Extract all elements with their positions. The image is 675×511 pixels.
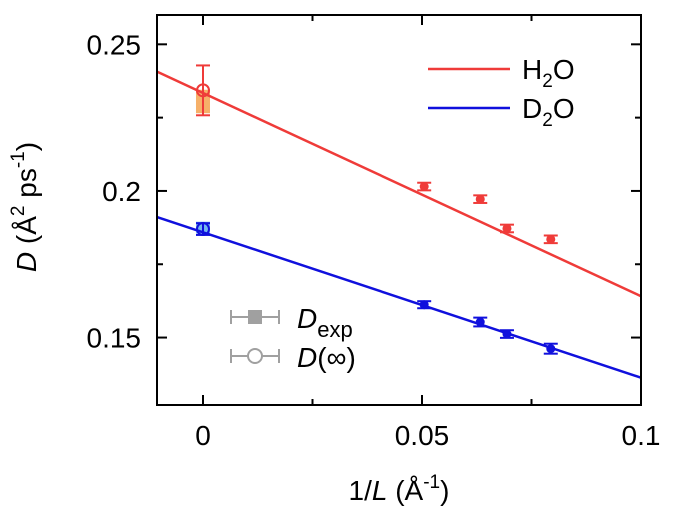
plot-frame bbox=[156, 14, 642, 406]
data-point-h2o bbox=[546, 234, 556, 244]
legend-dinf-suffix: (∞) bbox=[317, 342, 356, 373]
data-point-d2o bbox=[502, 329, 512, 339]
marker-legend: Dexp D(∞) bbox=[230, 303, 356, 373]
x-axis-unit-exponent: -1 bbox=[423, 472, 440, 493]
tick-labels: 0 0.05 0.1 0.15 0.2 0.25 bbox=[87, 29, 661, 451]
legend-dinf-label: D(∞) bbox=[297, 342, 356, 373]
extrapolated-points bbox=[195, 64, 210, 237]
data-point-h2o bbox=[502, 223, 512, 233]
extrapolated-point-h2o bbox=[195, 83, 210, 98]
legend-dexp-subscript: exp bbox=[317, 317, 352, 342]
y-axis-unit-exponent-2: -1 bbox=[8, 151, 29, 168]
x-tick-label: 0.1 bbox=[622, 420, 661, 451]
y-tick-label: 0.2 bbox=[102, 176, 141, 207]
x-axis-prefix: 1/ bbox=[349, 475, 373, 506]
legend-label-h2o-tail: O bbox=[553, 54, 575, 85]
y-axis-title: D (Å2 ps-1) bbox=[8, 142, 42, 272]
y-tick-label: 0.25 bbox=[87, 29, 142, 60]
y-axis-unit-open: (Å bbox=[11, 216, 42, 252]
data-point-d2o bbox=[419, 300, 429, 310]
data-point-h2o bbox=[419, 182, 429, 192]
y-axis-variable: D bbox=[11, 252, 42, 272]
y-axis-unit-close: ) bbox=[11, 142, 42, 151]
extrapolated-point-d2o bbox=[195, 222, 210, 237]
fit-line-d2o bbox=[156, 215, 642, 379]
fit-line-h2o bbox=[156, 70, 642, 298]
legend-entry-dinf: D(∞) bbox=[230, 342, 356, 373]
y-axis-unit-mid: ps bbox=[11, 168, 42, 205]
data-points bbox=[417, 181, 558, 355]
x-axis-variable: L bbox=[372, 475, 388, 506]
x-tick-label: 0 bbox=[195, 420, 211, 451]
legend-entry-d2o: D2O bbox=[428, 93, 575, 131]
series-legend: H2O D2O bbox=[428, 54, 575, 131]
legend-dexp-variable: D bbox=[297, 303, 317, 334]
fit-lines bbox=[156, 70, 642, 379]
legend-label-d2o-main: D bbox=[522, 93, 542, 124]
legend-label-d2o-sub: 2 bbox=[542, 110, 553, 131]
legend-entry-dexp: Dexp bbox=[230, 303, 353, 342]
legend-dexp-label: Dexp bbox=[297, 303, 353, 342]
legend-dinf-marker bbox=[247, 348, 263, 364]
x-axis-unit-close: ) bbox=[440, 475, 449, 506]
axis-ticks bbox=[157, 15, 642, 405]
legend-label-h2o-main: H bbox=[522, 54, 542, 85]
y-axis-unit-exponent-1: 2 bbox=[8, 206, 29, 217]
data-point-d2o bbox=[546, 344, 556, 354]
data-point-d2o bbox=[475, 317, 485, 327]
y-tick-label: 0.15 bbox=[87, 323, 142, 354]
legend-entry-h2o: H2O bbox=[428, 54, 575, 92]
legend-label-d2o: D2O bbox=[522, 93, 575, 131]
data-point-h2o bbox=[475, 194, 485, 204]
legend-label-h2o-sub: 2 bbox=[542, 71, 553, 92]
legend-dexp-marker bbox=[248, 310, 262, 324]
legend-label-h2o: H2O bbox=[522, 54, 575, 92]
legend-label-d2o-tail: O bbox=[553, 93, 575, 124]
legend-dinf-variable: D bbox=[297, 342, 317, 373]
x-axis-title: 1/L (Å-1) bbox=[349, 472, 450, 506]
x-axis-unit-open: (Å bbox=[387, 475, 423, 506]
x-tick-label: 0.05 bbox=[395, 420, 450, 451]
